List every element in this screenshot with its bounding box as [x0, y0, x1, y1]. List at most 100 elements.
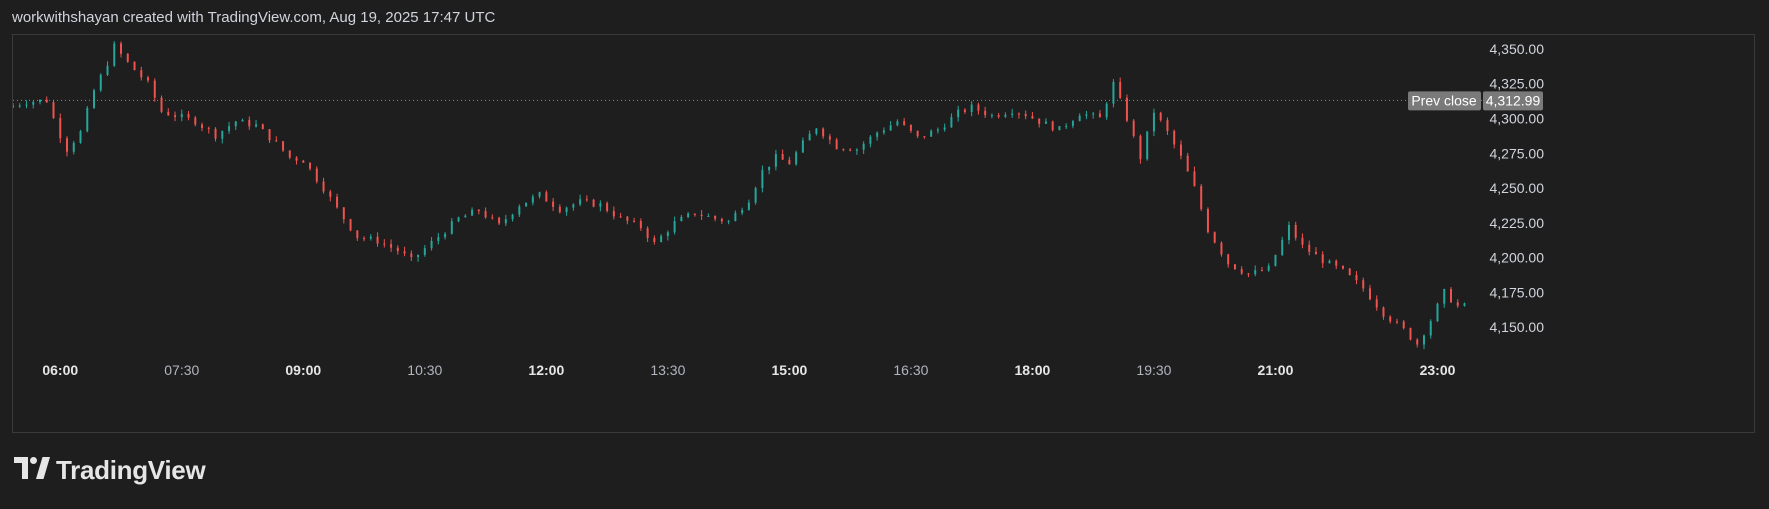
candle — [639, 218, 642, 231]
candle-body — [383, 243, 386, 245]
candle-body — [781, 153, 784, 160]
x-tick-label: 21:00 — [1258, 362, 1294, 378]
candle — [1368, 284, 1371, 301]
candle-body — [673, 221, 676, 233]
y-tick-label: 4,250.00 — [1490, 180, 1545, 196]
candle-body — [234, 121, 237, 127]
candle — [1328, 259, 1331, 264]
candle — [1166, 117, 1169, 135]
candle — [268, 129, 271, 144]
candle-body — [140, 70, 143, 78]
candle-body — [1402, 321, 1405, 329]
candle — [457, 216, 460, 223]
candle-body — [1200, 186, 1203, 210]
candle — [363, 236, 366, 242]
candle-body — [1112, 81, 1115, 104]
candle-body — [86, 108, 89, 132]
candle-body — [1085, 114, 1088, 116]
candle-body — [1139, 135, 1142, 160]
candle — [147, 75, 150, 83]
candle-body — [248, 119, 251, 127]
candle — [410, 250, 413, 262]
candle — [248, 116, 251, 130]
candle — [849, 148, 852, 152]
candle-body — [207, 127, 210, 129]
candle — [376, 232, 379, 247]
candle-body — [1044, 121, 1047, 124]
candle-body — [552, 201, 555, 207]
candle — [79, 129, 82, 144]
candle-body — [201, 124, 204, 128]
candle — [903, 117, 906, 126]
candle-body — [882, 130, 885, 133]
candle — [396, 245, 399, 255]
candle-body — [180, 114, 183, 118]
candle — [707, 213, 710, 218]
x-tick-label: 10:30 — [407, 362, 442, 378]
candle — [572, 203, 575, 211]
candle-body — [430, 240, 433, 249]
candle — [207, 126, 210, 134]
candle — [1044, 118, 1047, 124]
x-tick-label: 18:00 — [1015, 362, 1051, 378]
price-axis: 4,350.00 4,325.00 4,300.00 4,275.00 4,250.00… — [1490, 41, 1545, 335]
candle — [1335, 259, 1338, 270]
candle-body — [815, 128, 818, 134]
candle-body — [849, 149, 852, 151]
prev-close-value: 4,312.99 — [1486, 92, 1541, 108]
candle — [140, 66, 143, 81]
candle — [619, 212, 622, 218]
candle-body — [295, 157, 298, 161]
candle — [828, 133, 831, 145]
candle — [194, 116, 197, 127]
candle-body — [1004, 114, 1007, 117]
candle-body — [45, 99, 48, 103]
candle — [1024, 110, 1027, 120]
candle — [754, 186, 757, 205]
candle — [99, 73, 102, 93]
candle — [504, 214, 507, 227]
candle — [538, 191, 541, 199]
candle-body — [700, 214, 703, 217]
candle-body — [923, 136, 926, 138]
candle-body — [1389, 316, 1392, 322]
chart-frame[interactable]: Prev close 4,312.99 4,350.00 4,325.00 4,300… — [12, 34, 1755, 433]
candle — [66, 136, 69, 157]
candle-body — [187, 114, 190, 118]
x-tick-label: 09:00 — [285, 362, 321, 378]
candle-body — [774, 153, 777, 167]
y-tick-label: 4,225.00 — [1490, 215, 1545, 231]
candle-body — [1098, 113, 1101, 118]
candle-body — [633, 220, 636, 222]
candlestick-chart[interactable]: Prev close 4,312.99 4,350.00 4,325.00 4,300… — [13, 35, 1754, 432]
candle — [1227, 253, 1230, 268]
candle-body — [1031, 116, 1034, 119]
candle-body — [1443, 289, 1446, 304]
candle — [390, 239, 393, 253]
candle — [295, 156, 298, 165]
candle — [1422, 334, 1425, 350]
candle-body — [842, 149, 845, 151]
y-tick-label: 4,350.00 — [1490, 41, 1545, 57]
x-tick-label: 23:00 — [1420, 362, 1456, 378]
candle — [997, 112, 1000, 119]
candle-body — [957, 109, 960, 118]
candle — [59, 113, 62, 144]
candle-body — [450, 221, 453, 234]
candle-body — [1092, 113, 1095, 115]
candle-body — [680, 217, 683, 222]
candle-body — [25, 104, 28, 106]
candle — [558, 204, 561, 214]
candle-body — [39, 99, 42, 102]
candle — [653, 235, 656, 245]
candle-body — [153, 80, 156, 98]
candle-body — [1159, 112, 1162, 121]
candle — [187, 110, 190, 121]
candle-body — [464, 215, 467, 218]
candle — [761, 165, 764, 193]
candle-body — [52, 102, 55, 119]
y-tick-label: 4,300.00 — [1490, 110, 1545, 126]
candle — [86, 105, 89, 133]
candle — [626, 215, 629, 225]
candle — [1065, 123, 1068, 130]
